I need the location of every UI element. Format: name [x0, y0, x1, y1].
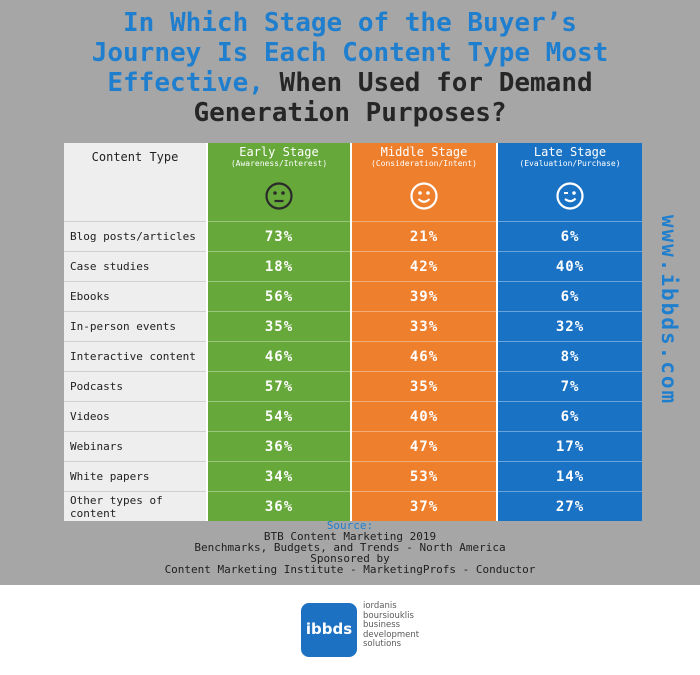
stage-sub: (Consideration/Intent)	[371, 158, 477, 168]
value-cell: 54%	[206, 401, 351, 432]
value-cell: 46%	[350, 341, 497, 372]
title-line-4: Generation Purposes?	[193, 98, 507, 128]
table-row: In-person events 35% 33% 32%	[64, 311, 642, 342]
table-row: Case studies 18% 42% 40%	[64, 251, 642, 282]
value-cell: 36%	[206, 431, 351, 462]
row-label: Interactive content	[64, 341, 207, 372]
table-row: Blog posts/articles 73% 21% 6%	[64, 221, 642, 252]
value-cell: 57%	[206, 371, 351, 402]
logo-text-line: business	[363, 620, 401, 630]
table-row: Interactive content 46% 46% 8%	[64, 341, 642, 372]
title-line-3-dark: When Used for Demand	[263, 68, 593, 98]
value-cell: 6%	[496, 221, 642, 252]
logo-mark: ibbds	[305, 620, 353, 638]
value-cell: 17%	[496, 431, 642, 462]
value-cell: 46%	[206, 341, 351, 372]
stage-name: Late Stage	[533, 144, 607, 159]
logo-text: iordanis boursiouklis business developme…	[363, 601, 420, 650]
value-cell: 42%	[350, 251, 497, 282]
row-label: Videos	[64, 401, 207, 432]
value-cell: 39%	[350, 281, 497, 312]
smile-face-cell	[350, 171, 497, 222]
stage-name: Middle Stage	[380, 144, 468, 159]
table-row: Webinars 36% 47% 17%	[64, 431, 642, 462]
row-label: Webinars	[64, 431, 207, 462]
website-side-text: www.ibbds.com	[655, 190, 683, 430]
title-line-3: Effective, When Used for Demand	[0, 68, 700, 98]
value-cell: 14%	[496, 461, 642, 492]
wink-face-cell	[496, 171, 642, 222]
value-cell: 40%	[350, 401, 497, 432]
value-cell: 56%	[206, 281, 351, 312]
value-cell: 73%	[206, 221, 351, 252]
row-label: White papers	[64, 461, 207, 492]
value-cell: 18%	[206, 251, 351, 282]
value-cell: 47%	[350, 431, 497, 462]
table-row: White papers 34% 53% 14%	[64, 461, 642, 492]
logo-text-line: boursiouklis	[363, 610, 414, 621]
value-cell: 27%	[496, 491, 642, 521]
neutral-face-icon	[265, 182, 293, 210]
row-label: Blog posts/articles	[64, 221, 207, 252]
logo-text-line: solutions	[363, 639, 402, 649]
value-cell: 33%	[350, 311, 497, 342]
title-line-3-blue: Effective,	[107, 68, 264, 98]
logo-text-line: development	[363, 629, 420, 640]
chart-title: In Which Stage of the Buyer’s Journey Is…	[0, 8, 700, 128]
footer: ibbds iordanis boursiouklis business dev…	[0, 585, 700, 675]
source-label: Source:	[326, 519, 374, 532]
header-row: Content Type Early Stage (Awareness/Inte…	[64, 143, 642, 171]
value-cell: 21%	[350, 221, 497, 252]
wink-face-icon	[556, 182, 584, 210]
row-label: Podcasts	[64, 371, 207, 402]
value-cell: 35%	[350, 371, 497, 402]
value-cell: 35%	[206, 311, 351, 342]
header-middle-stage: Middle Stage (Consideration/Intent)	[350, 143, 497, 171]
face-row-blank	[64, 171, 207, 222]
table-row: Videos 54% 40% 6%	[64, 401, 642, 432]
value-cell: 53%	[350, 461, 497, 492]
row-label: Other types of content	[64, 491, 207, 521]
table-row: Ebooks 56% 39% 6%	[64, 281, 642, 312]
neutral-face-cell	[206, 171, 351, 222]
source-block: Source: BTB Content Marketing 2019 Bench…	[0, 520, 700, 575]
value-cell: 37%	[350, 491, 497, 521]
value-cell: 6%	[496, 281, 642, 312]
ibbds-logo: ibbds	[301, 603, 357, 657]
website-url: www.ibbds.com	[657, 214, 681, 406]
stage-sub: (Awareness/Interest)	[230, 158, 328, 168]
face-row	[64, 171, 642, 222]
title-line-1: In Which Stage of the Buyer’s	[123, 8, 577, 38]
header-early-stage: Early Stage (Awareness/Interest)	[206, 143, 351, 171]
smile-face-icon	[410, 182, 438, 210]
stage-name: Early Stage	[239, 144, 319, 159]
header-content-type: Content Type	[64, 143, 207, 171]
source-line-3: Sponsored by	[310, 552, 390, 565]
value-cell: 32%	[496, 311, 642, 342]
row-label: Ebooks	[64, 281, 207, 312]
value-cell: 40%	[496, 251, 642, 282]
logo-text-line: iordanis	[363, 601, 397, 611]
header-late-stage: Late Stage (Evaluation/Purchase)	[496, 143, 642, 171]
content-stage-table: Content Type Early Stage (Awareness/Inte…	[64, 143, 642, 521]
source-line-2: Benchmarks, Budgets, and Trends - North …	[194, 541, 506, 554]
source-line-1: BTB Content Marketing 2019	[263, 530, 437, 543]
stage-sub: (Evaluation/Purchase)	[519, 158, 621, 168]
table-row: Podcasts 57% 35% 7%	[64, 371, 642, 402]
value-cell: 6%	[496, 401, 642, 432]
row-label: In-person events	[64, 311, 207, 342]
value-cell: 7%	[496, 371, 642, 402]
value-cell: 36%	[206, 491, 351, 521]
row-label: Case studies	[64, 251, 207, 282]
table-row: Other types of content 36% 37% 27%	[64, 491, 642, 521]
value-cell: 8%	[496, 341, 642, 372]
source-line-4: Content Marketing Institute - MarketingP…	[164, 563, 536, 576]
title-line-2: Journey Is Each Content Type Most	[91, 38, 609, 68]
value-cell: 34%	[206, 461, 351, 492]
